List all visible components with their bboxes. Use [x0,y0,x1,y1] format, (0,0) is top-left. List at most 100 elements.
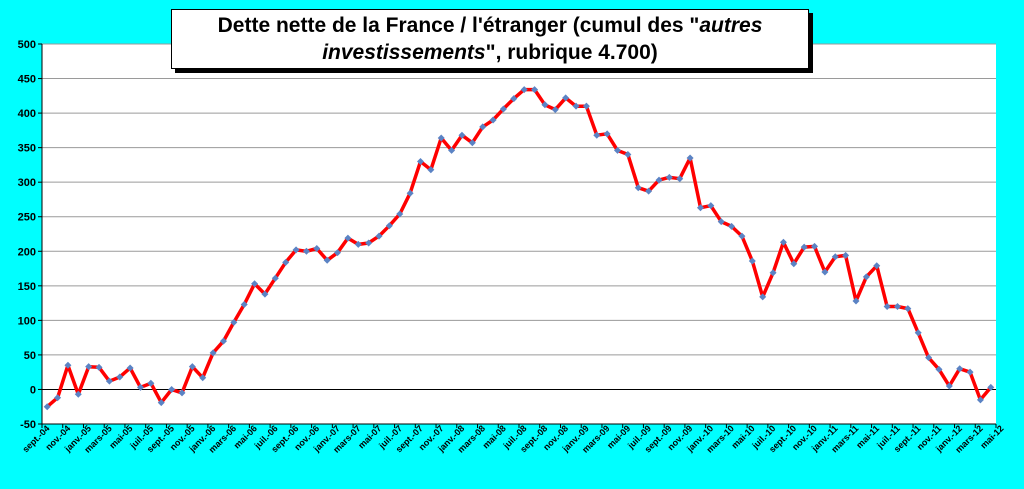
data-point [157,399,165,407]
data-point [240,300,248,308]
data-point [811,242,819,250]
data-point [572,102,580,110]
data-point [945,382,953,390]
x-tick-label: mai-12 [978,423,1005,450]
data-point [302,247,310,255]
data-point [126,364,134,372]
data-point [842,251,850,259]
data-point [551,106,559,114]
data-point [137,383,145,391]
data-point [354,240,362,248]
y-tick-label: 400 [18,108,36,120]
data-point [717,218,725,226]
data-point [769,269,777,277]
chart-title: Dette nette de la France / l'étranger (c… [171,9,809,69]
data-point [686,154,694,162]
data-point [323,256,331,264]
data-point [520,86,528,94]
chart-title-part-1: Dette nette de la France / l'étranger (c… [217,14,700,37]
data-point [43,403,51,411]
data-point [873,262,881,270]
data-point [676,175,684,183]
data-point [54,394,62,402]
series-group [43,86,995,411]
data-point [914,329,922,337]
data-point [790,260,798,268]
data-point [696,204,704,212]
y-tick-label: 0 [30,384,36,396]
data-point [188,363,196,371]
data-point [489,116,497,124]
y-tick-label: 100 [18,315,36,327]
y-tick-label: 500 [18,39,36,51]
y-tick-label: 250 [18,212,36,224]
data-point [479,123,487,131]
data-point [759,293,767,301]
chart-title-part-2: autres investissements [322,14,763,64]
data-point [562,94,570,102]
data-point [64,361,72,369]
data-point [645,187,653,195]
data-point [987,383,995,391]
data-point [448,146,456,154]
data-point [116,373,124,381]
data-point [655,176,663,184]
data-point [271,274,279,282]
series-line [46,87,993,409]
data-point [282,258,290,266]
data-point [261,290,269,298]
data-point [85,363,93,371]
data-point [893,303,901,311]
y-tick-label: -50 [20,419,36,431]
data-point [541,101,549,109]
data-point [728,222,736,230]
data-point [396,210,404,218]
data-point [634,184,642,192]
plot-area [42,44,996,424]
data-point [406,189,414,197]
chart-title-part-3: ", rubrique 4.700) [485,41,658,64]
data-point [935,365,943,373]
data-point [531,86,539,94]
data-point [831,253,839,261]
data-point [779,238,787,246]
data-point [852,297,860,305]
data-point [168,385,176,393]
y-tick-label: 450 [18,74,36,86]
data-point [251,280,259,288]
data-point [365,239,373,247]
data-point [344,234,352,242]
data-point [966,368,974,376]
data-point [178,389,186,397]
data-point [230,318,238,326]
data-point [800,243,808,251]
data-point [427,166,435,174]
data-point [468,139,476,147]
data-point [147,379,155,387]
data-point [976,396,984,404]
data-point [883,303,891,311]
data-point [904,305,912,313]
data-point [614,146,622,154]
data-point [385,222,393,230]
data-point [738,232,746,240]
data-point [748,257,756,265]
data-point [624,151,632,159]
y-tick-label: 50 [24,350,36,362]
data-point [582,102,590,110]
data-point [925,354,933,362]
data-point [334,249,342,257]
y-tick-label: 150 [18,281,36,293]
data-point [665,173,673,181]
data-point [499,105,507,113]
y-tick-label: 350 [18,143,36,155]
data-point [593,131,601,139]
data-point [95,363,103,371]
data-point [458,131,466,139]
y-tick-label: 300 [18,177,36,189]
data-point [292,246,300,254]
y-axis: -50 0 50 100 150 200 250 300 350 400 450 500 [18,39,43,431]
data-point [199,374,207,382]
data-point [375,232,383,240]
